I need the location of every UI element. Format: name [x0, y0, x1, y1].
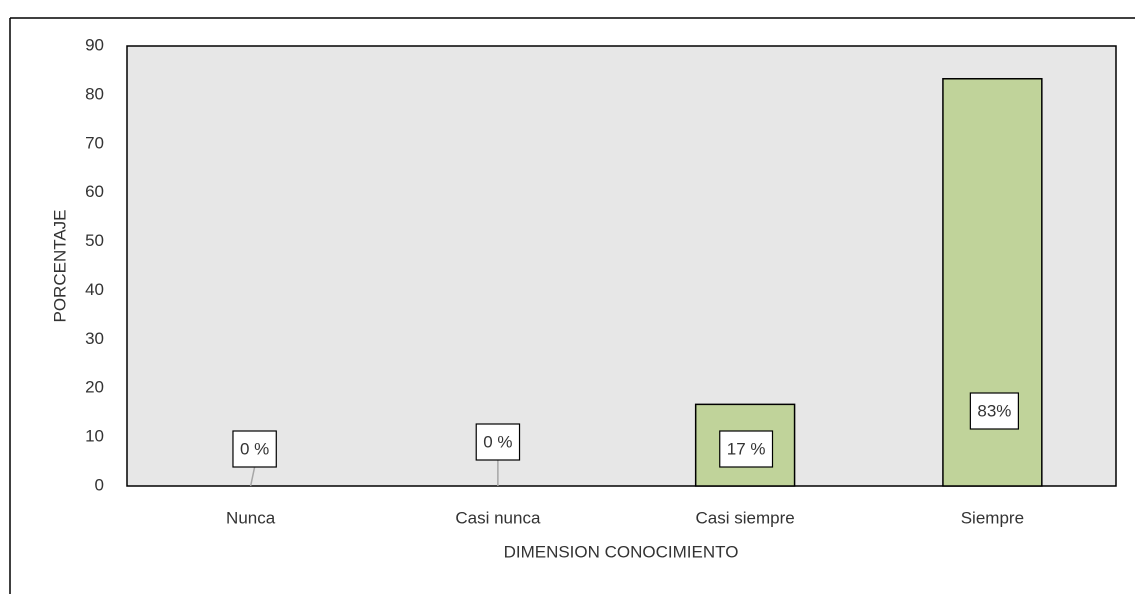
y-tick-label: 70	[85, 133, 104, 152]
y-tick-label: 10	[85, 427, 104, 446]
x-tick-label: Siempre	[961, 508, 1024, 527]
y-tick-label: 0	[95, 475, 104, 494]
leader-line	[249, 466, 256, 487]
y-tick-label: 50	[85, 231, 104, 250]
x-tick-label: Nunca	[226, 508, 276, 527]
data-label: 17 %	[727, 439, 766, 458]
y-tick-label: 40	[85, 280, 104, 299]
data-label: 83%	[977, 401, 1011, 420]
x-tick-label: Casi siempre	[696, 508, 795, 527]
y-tick-label: 20	[85, 378, 104, 397]
y-tick-label: 60	[85, 182, 104, 201]
y-tick-label: 30	[85, 329, 104, 348]
x-axis-title: DIMENSION CONOCIMIENTO	[504, 542, 739, 561]
x-tick-label: Casi nunca	[455, 508, 541, 527]
data-label-box	[969, 392, 1019, 430]
y-tick-label: 90	[85, 35, 104, 54]
y-axis-title: PORCENTAJE	[50, 209, 69, 322]
data-label-box	[719, 430, 774, 468]
data-label: 0 %	[240, 439, 269, 458]
y-tick-label: 80	[85, 84, 104, 103]
data-label-box	[475, 423, 521, 461]
data-label-box	[232, 430, 277, 468]
data-label: 0 %	[483, 432, 512, 451]
